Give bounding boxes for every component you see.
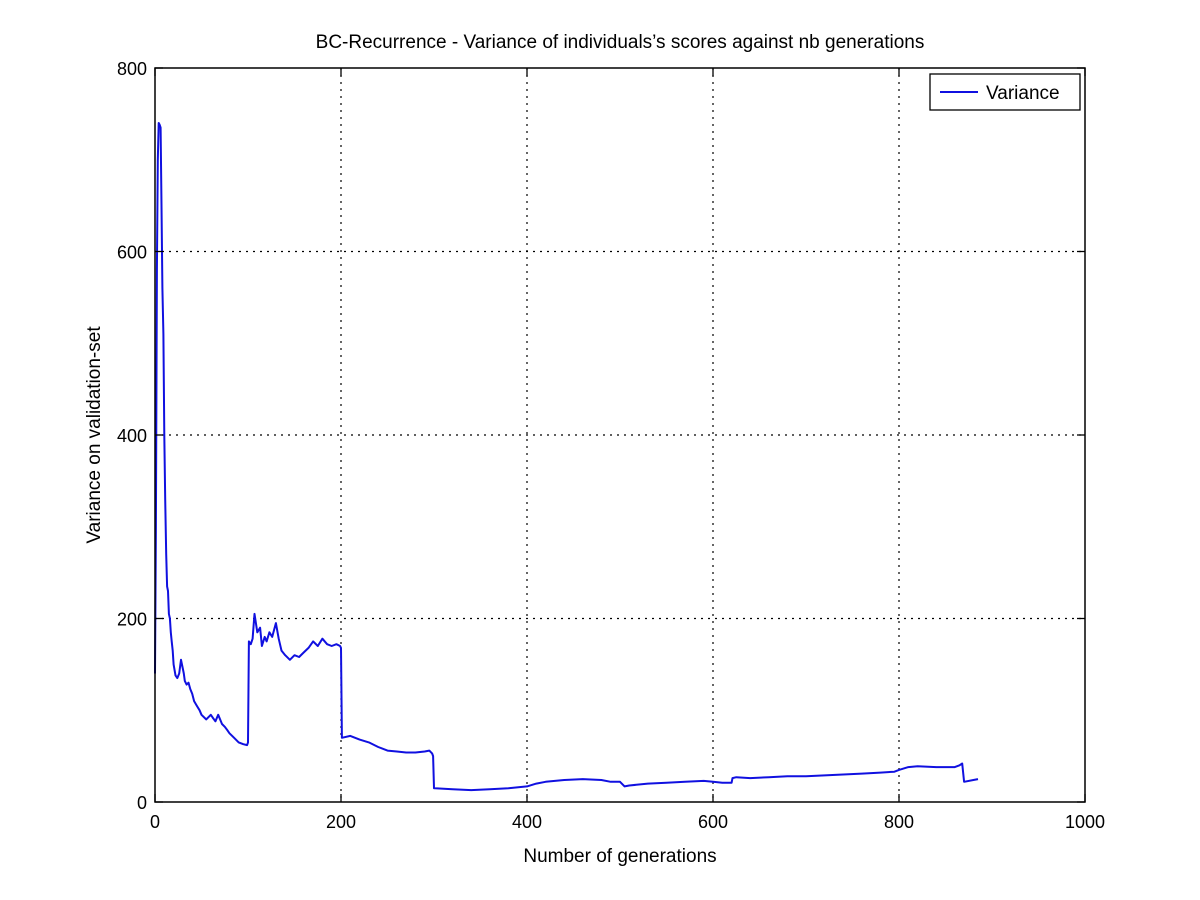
legend: Variance	[929, 73, 1081, 111]
axis-ticks: 0 200 400 600 800 1000 0 200 400 600 800	[117, 59, 1105, 832]
plot-area-frame	[154, 67, 1086, 803]
series-line-variance	[154, 122, 979, 792]
x-tick-label: 1000	[1065, 812, 1105, 832]
legend-entry-variance: Variance	[986, 83, 1060, 104]
y-axis-label: Variance on validation-set	[84, 326, 105, 544]
x-tick-label: 800	[884, 812, 914, 832]
y-tick-label: 200	[117, 610, 147, 630]
y-tick-label: 600	[117, 243, 147, 263]
grid-lines	[155, 68, 1085, 802]
x-axis-label: Number of generations	[523, 846, 716, 867]
x-tick-label: 200	[326, 812, 356, 832]
y-tick-label: 800	[117, 59, 147, 79]
series-layer	[154, 122, 979, 792]
y-tick-label: 400	[117, 426, 147, 446]
chart-title: BC-Recurrence - Variance of individuals’…	[316, 32, 925, 53]
x-tick-label: 0	[150, 812, 160, 832]
x-tick-label: 600	[698, 812, 728, 832]
x-tick-label: 400	[512, 812, 542, 832]
y-tick-label: 0	[137, 793, 147, 813]
